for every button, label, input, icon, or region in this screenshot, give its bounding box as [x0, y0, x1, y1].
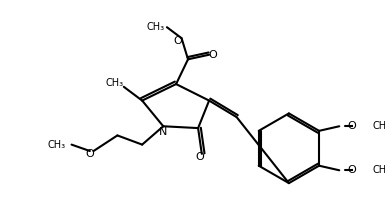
- Text: CH₃: CH₃: [147, 22, 165, 32]
- Text: N: N: [159, 127, 167, 137]
- Text: O: O: [196, 152, 204, 162]
- Text: O: O: [208, 50, 217, 60]
- Text: CH₃: CH₃: [372, 121, 385, 131]
- Text: CH₃: CH₃: [372, 165, 385, 175]
- Text: O: O: [348, 121, 357, 131]
- Text: O: O: [174, 36, 182, 46]
- Text: CH₃: CH₃: [48, 140, 66, 150]
- Text: CH₃: CH₃: [105, 78, 124, 88]
- Text: O: O: [85, 149, 94, 159]
- Text: O: O: [348, 165, 357, 175]
